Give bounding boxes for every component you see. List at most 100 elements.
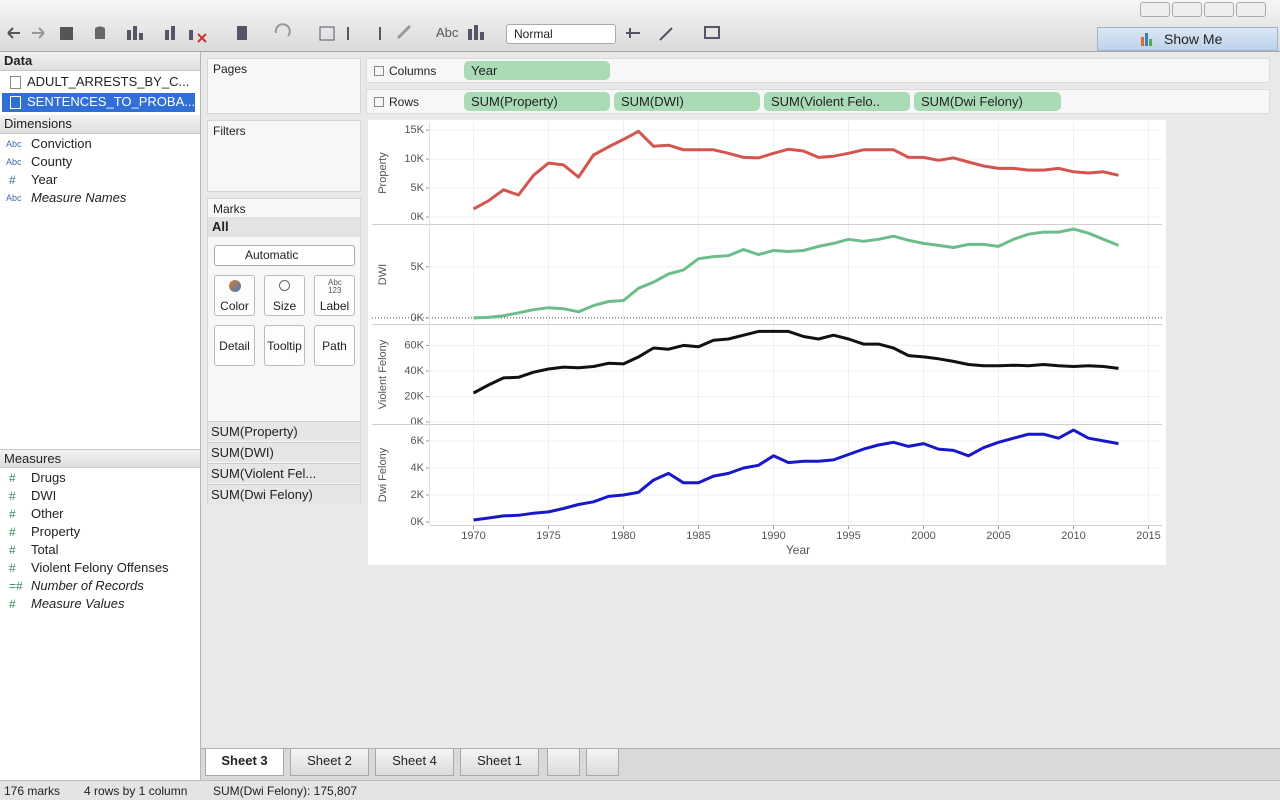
sheet-tab[interactable]: Sheet 2: [290, 749, 369, 776]
new-sheet-button[interactable]: [547, 749, 580, 776]
series-line: [472, 129, 1119, 211]
mark-button[interactable]: Detail: [214, 325, 255, 366]
x-tick-label: 2000: [911, 530, 935, 542]
pill[interactable]: SUM(Dwi Felony): [914, 92, 1061, 111]
x-tick-label: 2010: [1061, 530, 1085, 542]
y-tick-label: 4K: [411, 462, 425, 474]
sheet-tab[interactable]: Sheet 4: [375, 749, 454, 776]
field-type: #: [9, 597, 16, 611]
x-tick-label: 2015: [1136, 530, 1160, 542]
field[interactable]: Number of Records: [31, 578, 144, 593]
new-dashboard-button[interactable]: [586, 749, 619, 776]
sheet-tab[interactable]: Sheet 1: [460, 749, 539, 776]
section-header: Measures: [0, 449, 200, 468]
color-icon: [229, 280, 241, 292]
x-tick-label: 2005: [986, 530, 1010, 542]
status-marks: 176 marks: [4, 784, 61, 798]
window-button[interactable]: [1172, 2, 1202, 17]
y-tick-label: 20K: [404, 390, 424, 402]
mark-type-select[interactable]: Automatic: [214, 245, 355, 266]
text-tool[interactable]: Abc: [436, 25, 459, 40]
field[interactable]: Measure Values: [31, 596, 125, 611]
x-tick-label: 1995: [836, 530, 860, 542]
pane-header: Data: [0, 52, 200, 71]
shelf-icon: [374, 97, 384, 107]
shelf: Rows SUM(Property) SUM(DWI) SUM(Violent Fel…: [366, 89, 1270, 114]
y-axis-title: DWI: [377, 264, 389, 285]
field[interactable]: Violent Felony Offenses: [31, 560, 169, 575]
card-title: Marks: [213, 202, 246, 216]
card-title: Pages: [213, 62, 248, 76]
y-axis-title: Violent Felony: [377, 339, 389, 409]
mark-button[interactable]: Size: [264, 275, 305, 316]
mark-button[interactable]: Label: [314, 275, 355, 316]
show-me-icon: [1141, 33, 1152, 46]
pill[interactable]: Year: [464, 61, 610, 80]
y-tick-label: 0K: [411, 211, 425, 223]
x-tick-label: 1975: [536, 530, 560, 542]
y-tick-label: 60K: [404, 339, 424, 351]
mark-measure[interactable]: SUM(Dwi Felony): [208, 484, 360, 504]
y-axis-title: Property: [377, 152, 389, 194]
view-size-select[interactable]: Normal: [506, 24, 616, 44]
field-type: #: [9, 543, 16, 557]
status-bar: 176 marks 4 rows by 1 column SUM(Dwi Felon…: [0, 780, 1280, 800]
window-button[interactable]: [1204, 2, 1234, 17]
window-button[interactable]: [1140, 2, 1170, 17]
workspace: Pages Filters Marks All Automatic Color Size La…: [201, 52, 1280, 748]
mark-measure[interactable]: SUM(Violent Fel...: [208, 463, 360, 483]
field[interactable]: Measure Names: [31, 190, 127, 205]
sheet-tabs: Sheet 3 Sheet 2 Sheet 4 Sheet 1: [201, 748, 1280, 780]
mark-button[interactable]: Tooltip: [264, 325, 305, 366]
field-type: #: [9, 173, 16, 187]
search-icons: [148, 118, 188, 130]
y-tick-label: 0K: [411, 516, 425, 528]
mark-measure[interactable]: SUM(Property): [208, 421, 360, 441]
show-me-button[interactable]: Show Me: [1097, 27, 1278, 51]
y-axis-title: Dwi Felony: [377, 447, 389, 502]
marks-all[interactable]: All: [208, 217, 360, 237]
status-summary: SUM(Dwi Felony): 175,807: [213, 784, 358, 798]
y-tick-label: 15K: [404, 124, 424, 136]
toolbar: Abc Normal Show Me: [0, 0, 1280, 52]
field-type: #: [9, 471, 16, 485]
x-tick-label: 1990: [761, 530, 785, 542]
source-icon: [10, 96, 21, 109]
field-type: #: [9, 489, 16, 503]
shelf-label: Columns: [389, 64, 437, 78]
shelf: Columns Year: [366, 58, 1270, 83]
data-source[interactable]: SENTENCES_TO_PROBA...: [2, 93, 195, 112]
y-tick-label: 0K: [411, 416, 425, 428]
y-tick-label: 5K: [411, 182, 425, 194]
size-icon: [279, 280, 290, 291]
x-tick-label: 1970: [461, 530, 485, 542]
y-tick-label: 40K: [404, 365, 424, 377]
field[interactable]: Total: [31, 542, 59, 557]
sheet-tab[interactable]: Sheet 3: [205, 749, 284, 776]
field[interactable]: Drugs: [31, 470, 66, 485]
viz-area: 1970 1975 1980 1985 1990 1995 2000 2005 2010 2015…: [368, 120, 1166, 565]
field-type: #: [9, 507, 16, 521]
field[interactable]: Property: [31, 524, 81, 539]
card: Pages: [207, 58, 361, 114]
field[interactable]: Other: [31, 506, 64, 521]
field-type: Abc: [6, 157, 22, 167]
home-button[interactable]: [1236, 2, 1266, 17]
field[interactable]: Year: [31, 172, 58, 187]
shelf-icon: [374, 66, 384, 76]
source-icon: [10, 76, 21, 89]
field-type: Abc: [6, 139, 22, 149]
series-line: [472, 329, 1119, 395]
pill[interactable]: SUM(Property): [464, 92, 610, 111]
pill[interactable]: SUM(DWI): [614, 92, 760, 111]
field[interactable]: DWI: [31, 488, 57, 503]
data-pane: Data ADULT_ARRESTS_BY_C... SENTENCES_TO_PR…: [0, 52, 201, 780]
field[interactable]: Conviction: [31, 136, 92, 151]
y-tick-label: 5K: [411, 261, 425, 273]
field[interactable]: County: [31, 154, 73, 169]
mark-measure[interactable]: SUM(DWI): [208, 442, 360, 462]
pill[interactable]: SUM(Violent Felo..: [764, 92, 910, 111]
data-source[interactable]: ADULT_ARRESTS_BY_C...: [27, 74, 190, 89]
mark-button[interactable]: Path: [314, 325, 355, 366]
field-type: #: [9, 525, 16, 539]
